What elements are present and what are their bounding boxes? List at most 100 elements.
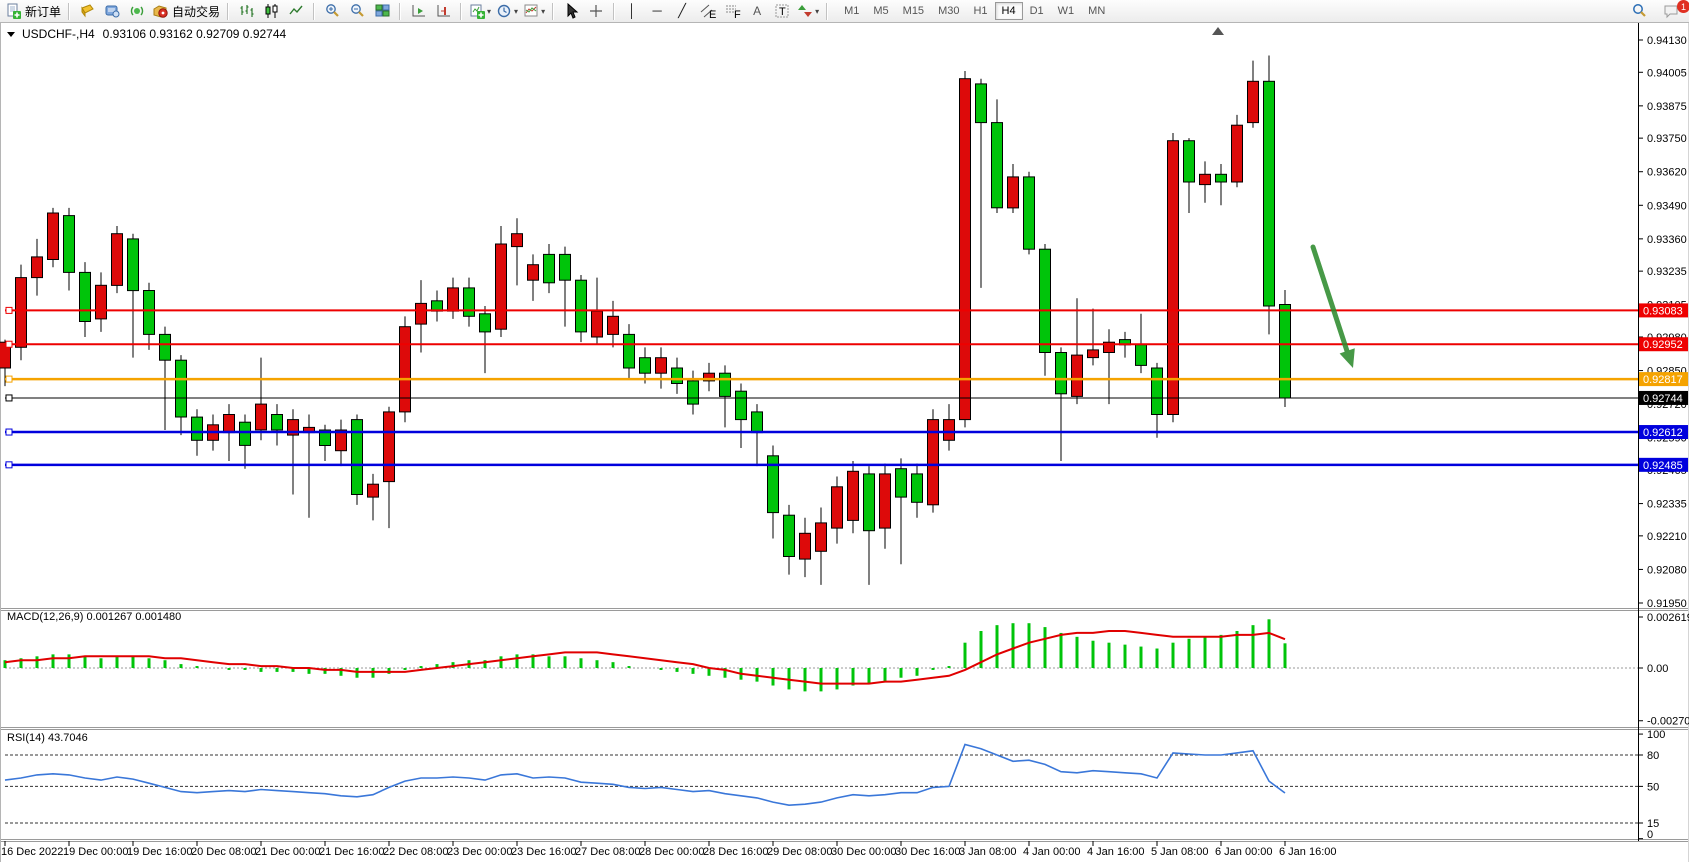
svg-text:0.92485: 0.92485 — [1643, 460, 1683, 472]
candle-body — [1103, 341, 1115, 354]
candle-body — [111, 233, 123, 286]
macd-panel[interactable]: 0.002619 0.00 -0.002708 — [3, 612, 1689, 728]
hline-anchor-marker — [5, 394, 13, 402]
candle-body — [671, 367, 683, 384]
hline-object-0.92744[interactable]: 0.92744 — [5, 390, 1688, 405]
candle-body — [831, 486, 843, 529]
svg-text:20 Dec 08:00: 20 Dec 08:00 — [191, 846, 256, 858]
candle-body — [1263, 80, 1275, 307]
candle-body — [95, 284, 107, 320]
toolbar-separator — [399, 2, 402, 20]
candle-body — [143, 290, 155, 335]
trendline-icon: ╱ — [678, 3, 686, 18]
timeframe-button-h1[interactable]: H1 — [973, 5, 988, 17]
hline-object-0.92612[interactable]: 0.92612 — [5, 425, 1688, 440]
candle-body — [1071, 354, 1083, 397]
fibonacci-icon: F — [725, 5, 741, 19]
period-button[interactable]: ▾ — [494, 1, 520, 21]
candle-body — [767, 455, 779, 514]
chart-shift-marker-icon[interactable] — [1212, 27, 1224, 35]
candle-body — [511, 233, 523, 248]
svg-text:21 Dec 16:00: 21 Dec 16:00 — [319, 846, 384, 858]
toolbar-separator — [826, 2, 829, 20]
candle-body — [351, 419, 363, 496]
timeframe-button-m15[interactable]: M15 — [902, 5, 925, 17]
hline-anchor-marker — [5, 375, 13, 383]
horizontal-line-tool-button[interactable]: ─ — [645, 1, 669, 21]
svg-text:22 Dec 08:00: 22 Dec 08:00 — [383, 846, 448, 858]
svg-text:0.93083: 0.93083 — [1643, 305, 1683, 317]
candle-body — [479, 313, 491, 333]
auto-scroll-button[interactable] — [406, 1, 430, 21]
macd-signal-line — [4, 630, 1286, 685]
main-toolbar: 新订单 自动交易 ▾ ▾ — [0, 0, 1689, 23]
line-chart-mode-button[interactable] — [284, 1, 308, 21]
candle-body — [191, 416, 203, 441]
candle-body — [543, 253, 555, 284]
svg-text:4 Jan 16:00: 4 Jan 16:00 — [1087, 846, 1145, 858]
toolbar-separator — [460, 2, 463, 20]
trendline-tool-button[interactable]: ╱ — [670, 1, 694, 21]
new-chart-icon — [470, 4, 486, 19]
rsi-panel[interactable]: 100 80 50 150 — [4, 729, 1665, 841]
timeframe-button-m30[interactable]: M30 — [938, 5, 960, 17]
hline-object-0.92817[interactable]: 0.92817 — [5, 372, 1688, 387]
hline-object-0.92485[interactable]: 0.92485 — [5, 457, 1688, 472]
fibonacci-tool-button[interactable]: F — [720, 1, 744, 21]
signal-button[interactable] — [125, 1, 149, 21]
timeframe-button-w1[interactable]: W1 — [1057, 5, 1075, 17]
zoom-out-button[interactable] — [345, 1, 369, 21]
chart-shift-button[interactable] — [431, 1, 455, 21]
new-chart-button[interactable]: ▾ — [467, 1, 493, 21]
candle-body — [975, 83, 987, 124]
candle-body — [1039, 248, 1051, 353]
chevron-down-icon: ▾ — [487, 6, 492, 16]
candle-body — [367, 483, 379, 498]
channel-tool-button[interactable]: E — [695, 1, 719, 21]
market-watch-button[interactable] — [75, 1, 99, 21]
candle-body — [15, 277, 27, 348]
timeframe-button-m5[interactable]: M5 — [873, 5, 889, 17]
candle-chart-mode-button[interactable] — [259, 1, 283, 21]
candle-chart-icon — [265, 4, 278, 18]
candle-body — [735, 390, 747, 421]
chart-menu-arrow-icon[interactable] — [7, 31, 15, 37]
svg-text:6 Jan 00:00: 6 Jan 00:00 — [1215, 846, 1273, 858]
zoom-in-icon — [325, 4, 339, 17]
autotrade-button[interactable]: 自动交易 — [150, 1, 222, 21]
crosshair-tool-button[interactable] — [584, 1, 608, 21]
candle-body — [1167, 140, 1179, 415]
timeframe-button-d1[interactable]: D1 — [1029, 5, 1044, 17]
candle-body — [623, 333, 635, 369]
hline-object-0.93083[interactable]: 0.93083 — [5, 303, 1688, 318]
vertical-line-tool-button[interactable]: │ — [620, 1, 644, 21]
timeframe-button-h4[interactable]: H4 — [994, 2, 1023, 20]
zoom-in-button[interactable] — [320, 1, 344, 21]
indicators-button[interactable]: ▾ — [521, 1, 547, 21]
tile-windows-button[interactable] — [370, 1, 394, 21]
svg-text:0.92744: 0.92744 — [1643, 393, 1683, 405]
candle-body — [527, 264, 539, 281]
candle-body — [63, 215, 75, 273]
new-order-button[interactable]: 新订单 — [3, 1, 63, 21]
candle-body — [895, 468, 907, 498]
search-button[interactable] — [1627, 1, 1651, 21]
text-tool-button[interactable]: A — [745, 1, 769, 21]
candle-body — [591, 310, 603, 338]
cursor-tool-button[interactable] — [559, 1, 583, 21]
text-label-tool-button[interactable]: T — [770, 1, 794, 21]
candle-body — [1055, 352, 1067, 395]
notifications-button[interactable]: 1 — [1659, 0, 1689, 21]
trend-arrow-annotation[interactable] — [1310, 244, 1355, 368]
svg-text:0.002619: 0.002619 — [1647, 612, 1689, 624]
hline-object-0.92952[interactable]: 0.92952 — [5, 337, 1688, 352]
candle-body — [1231, 124, 1243, 183]
tile-windows-icon — [375, 4, 390, 17]
profiles-button[interactable] — [100, 1, 124, 21]
timeframe-button-mn[interactable]: MN — [1088, 5, 1106, 17]
shapes-tool-button[interactable]: ▾ — [795, 1, 821, 21]
bar-chart-mode-button[interactable] — [234, 1, 258, 21]
timeframe-button-m1[interactable]: M1 — [844, 5, 860, 17]
toolbar-separator — [313, 2, 316, 20]
